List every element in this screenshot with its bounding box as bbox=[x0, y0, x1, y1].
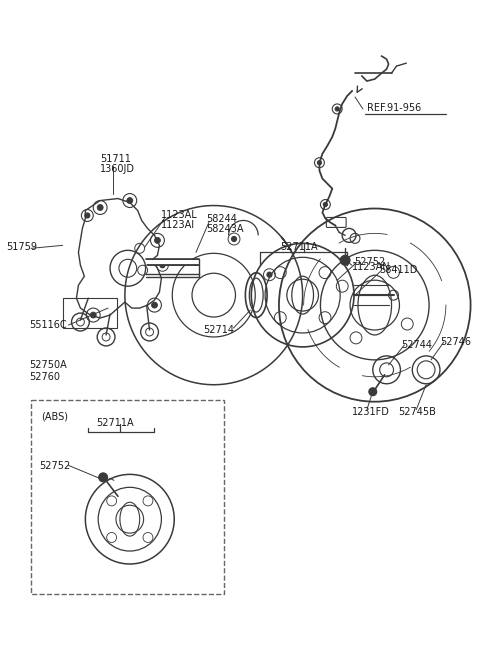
Text: 52750A: 52750A bbox=[29, 360, 67, 370]
Text: 1123AN: 1123AN bbox=[352, 262, 391, 272]
Circle shape bbox=[231, 236, 237, 242]
Circle shape bbox=[324, 202, 327, 206]
Circle shape bbox=[127, 198, 133, 204]
Circle shape bbox=[369, 388, 377, 396]
Bar bbox=[62, 298, 117, 328]
Text: 52760: 52760 bbox=[29, 372, 60, 382]
Text: 1231FD: 1231FD bbox=[352, 407, 390, 417]
Text: REF.91-956: REF.91-956 bbox=[367, 103, 421, 113]
Circle shape bbox=[335, 107, 339, 111]
Bar bbox=[31, 400, 224, 594]
Circle shape bbox=[85, 213, 90, 218]
Text: 58244: 58244 bbox=[206, 214, 237, 225]
Text: (ABS): (ABS) bbox=[41, 411, 68, 422]
Text: 51759: 51759 bbox=[6, 242, 37, 252]
Text: 1123AI: 1123AI bbox=[161, 221, 195, 231]
Text: 58411D: 58411D bbox=[379, 265, 417, 275]
Text: 52752: 52752 bbox=[354, 257, 385, 267]
Circle shape bbox=[155, 237, 160, 244]
Text: 52744: 52744 bbox=[401, 340, 432, 350]
Circle shape bbox=[152, 302, 157, 308]
Circle shape bbox=[267, 272, 272, 277]
Circle shape bbox=[99, 473, 108, 482]
Text: 52711A: 52711A bbox=[96, 418, 134, 428]
Circle shape bbox=[90, 312, 96, 318]
Text: 52745B: 52745B bbox=[398, 407, 436, 417]
Text: 52746: 52746 bbox=[440, 337, 471, 347]
Text: 52714: 52714 bbox=[203, 325, 234, 335]
Circle shape bbox=[97, 204, 103, 210]
Circle shape bbox=[340, 255, 350, 265]
Circle shape bbox=[160, 263, 165, 268]
Text: 1123AL: 1123AL bbox=[161, 210, 198, 221]
Text: 52711A: 52711A bbox=[280, 242, 318, 252]
Text: 55116C: 55116C bbox=[29, 320, 67, 330]
Text: 1360JD: 1360JD bbox=[100, 164, 135, 174]
Text: 58243A: 58243A bbox=[206, 225, 243, 234]
Text: 52752: 52752 bbox=[39, 461, 70, 472]
Circle shape bbox=[317, 160, 322, 164]
Text: 51711: 51711 bbox=[100, 154, 131, 164]
